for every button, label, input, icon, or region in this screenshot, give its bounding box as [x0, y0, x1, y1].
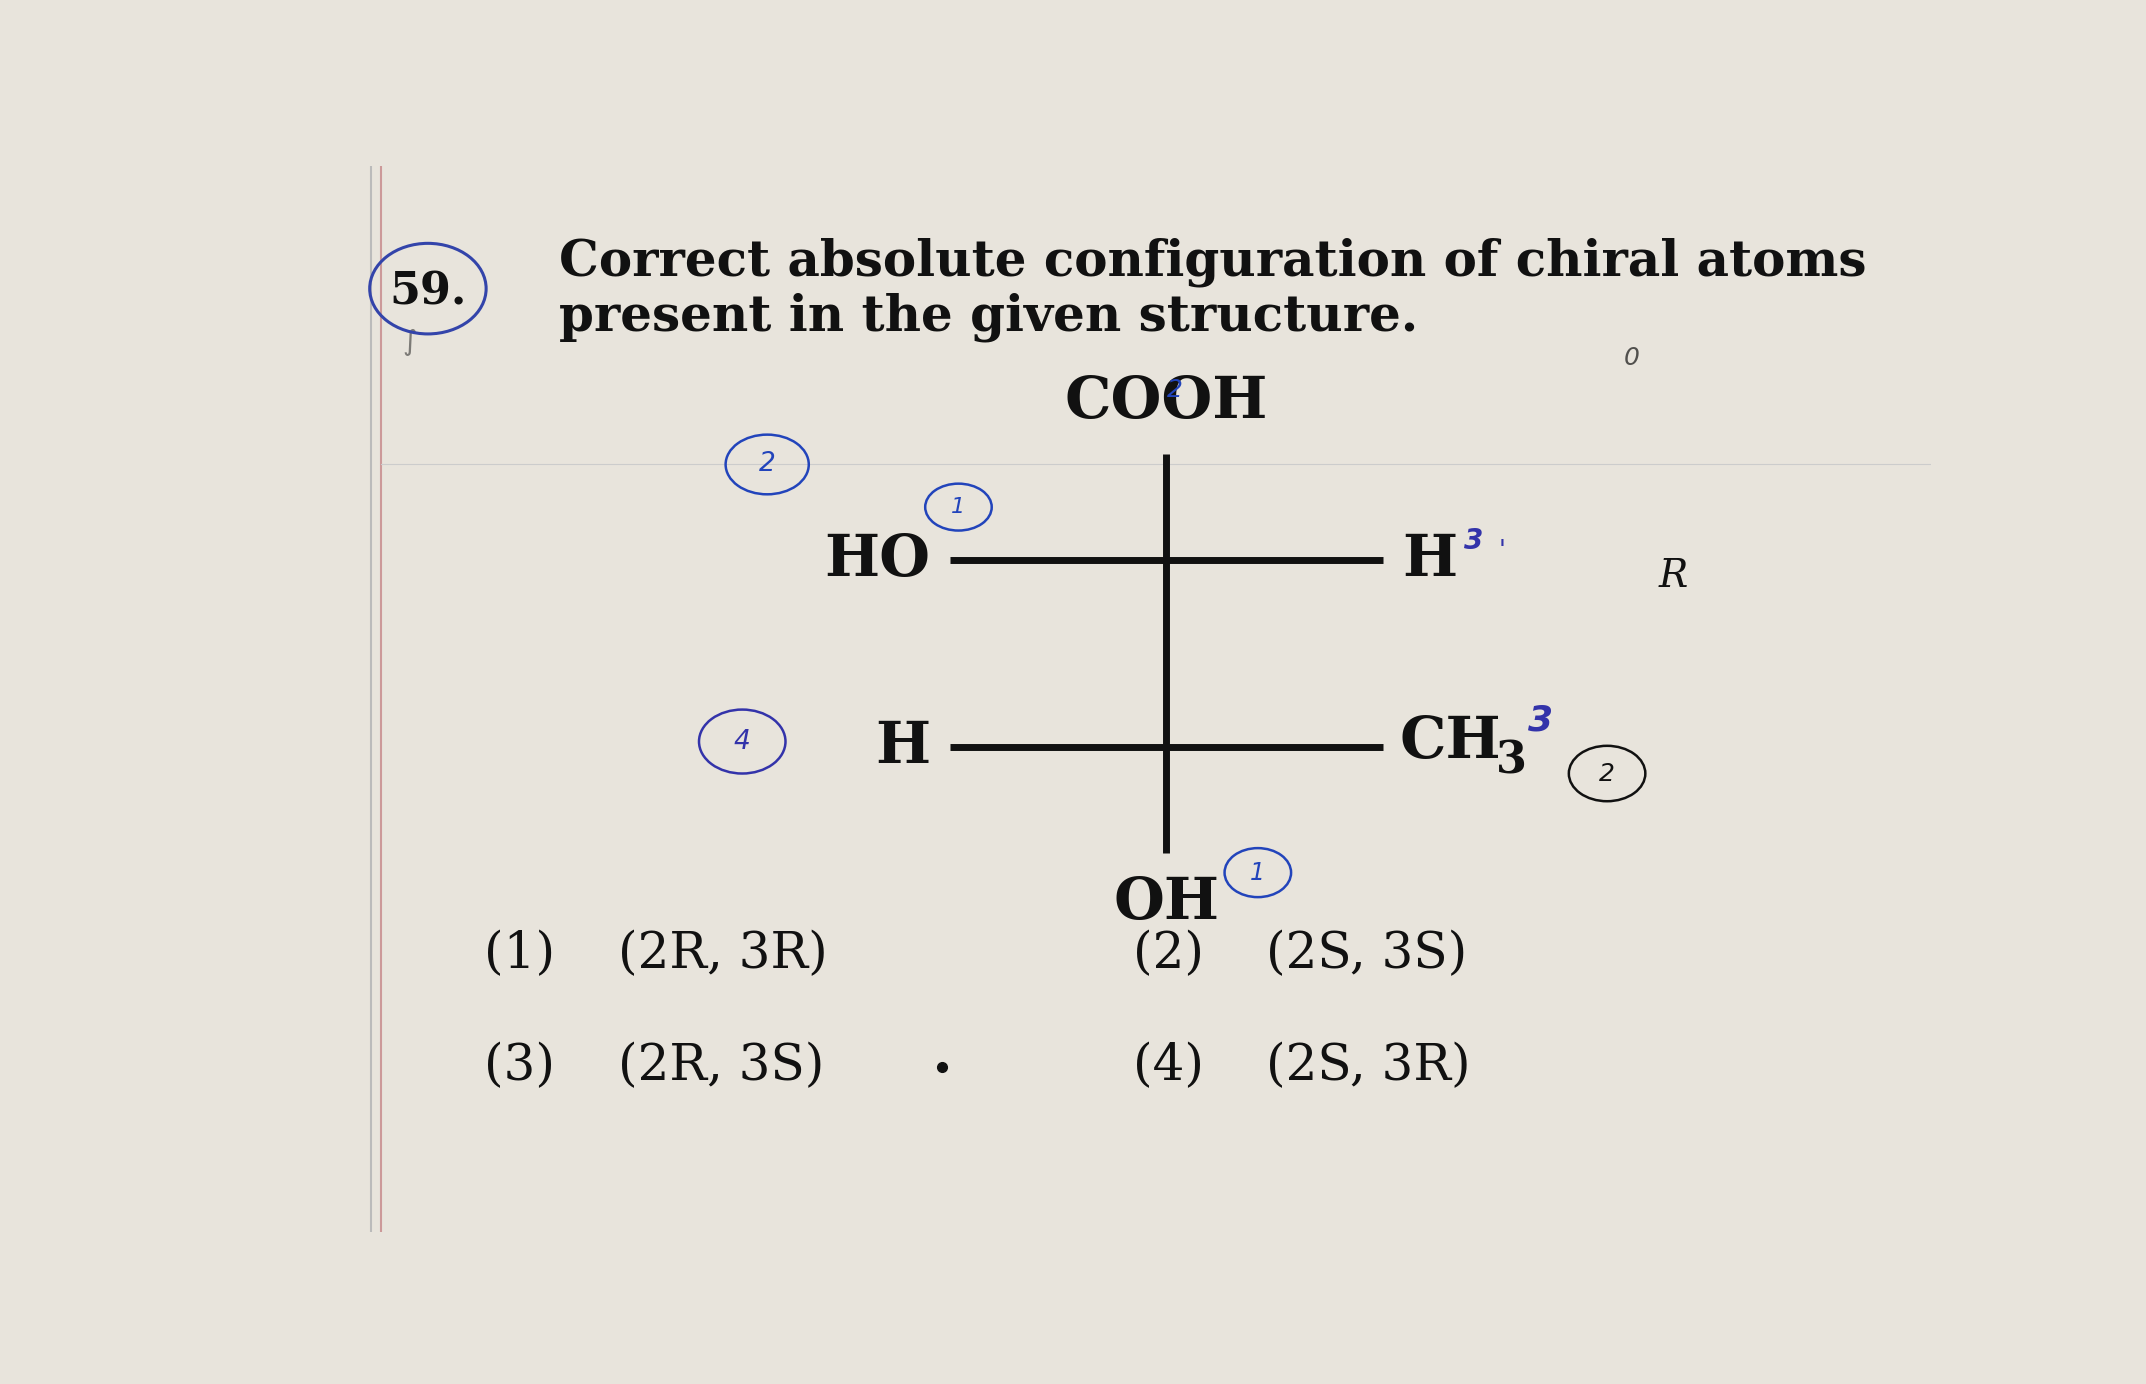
- Text: CH: CH: [1399, 714, 1500, 770]
- Text: Correct absolute configuration of chiral atoms: Correct absolute configuration of chiral…: [560, 237, 1867, 286]
- Text: 4: 4: [734, 728, 751, 754]
- Text: 1: 1: [1251, 861, 1266, 884]
- Text: 3: 3: [1496, 739, 1526, 782]
- Text: 2: 2: [1167, 378, 1182, 401]
- Text: 2: 2: [1599, 761, 1616, 786]
- Text: ∫: ∫: [401, 328, 416, 356]
- Text: (2S, 3S): (2S, 3S): [1266, 930, 1468, 980]
- Text: OH: OH: [1114, 875, 1219, 931]
- Text: 3: 3: [1464, 527, 1483, 555]
- Text: 3: 3: [1528, 703, 1554, 738]
- Text: 2: 2: [760, 451, 775, 477]
- Text: (1): (1): [485, 930, 556, 980]
- Text: COOH: COOH: [1064, 374, 1268, 430]
- Text: (2R, 3R): (2R, 3R): [618, 930, 826, 980]
- Text: (2): (2): [1133, 930, 1204, 980]
- Text: R: R: [1659, 558, 1689, 595]
- Text: present in the given structure.: present in the given structure.: [560, 292, 1419, 342]
- Text: H: H: [1403, 533, 1457, 588]
- Text: HO: HO: [824, 533, 929, 588]
- Text: 1: 1: [951, 497, 966, 518]
- Text: 59.: 59.: [388, 270, 466, 313]
- Text: (3): (3): [485, 1042, 556, 1092]
- Text: H: H: [876, 718, 929, 775]
- Text: (2R, 3S): (2R, 3S): [618, 1042, 824, 1092]
- Text: (4): (4): [1133, 1042, 1204, 1092]
- Text: 0: 0: [1625, 346, 1640, 370]
- Text: ': ': [1498, 538, 1506, 562]
- Text: (2S, 3R): (2S, 3R): [1266, 1042, 1470, 1092]
